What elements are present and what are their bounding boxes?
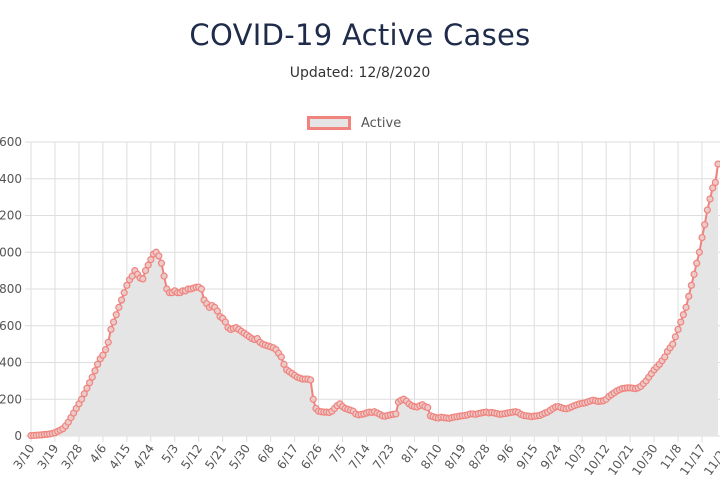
legend-swatch	[307, 116, 351, 130]
data-point[interactable]	[687, 281, 695, 289]
data-point[interactable]	[221, 318, 229, 326]
x-tick-label: 5/30	[226, 442, 253, 472]
data-point[interactable]	[711, 178, 719, 187]
x-tick-label: 7/23	[370, 442, 397, 472]
data-point[interactable]	[123, 281, 131, 289]
data-point[interactable]	[309, 395, 317, 403]
x-tick-label: 5/21	[202, 442, 229, 472]
data-point[interactable]	[306, 376, 315, 384]
legend-label: Active	[361, 115, 402, 131]
x-tick-label: 9/6	[494, 442, 517, 466]
active-area-fill	[31, 164, 718, 437]
y-tick-label: 200	[0, 392, 22, 406]
data-point[interactable]	[424, 403, 432, 412]
y-tick-label: 0	[14, 429, 22, 443]
x-tick-label: 4/24	[130, 442, 157, 472]
data-point[interactable]	[679, 311, 687, 319]
x-tick-label: 6/26	[298, 442, 325, 472]
data-point[interactable]	[698, 233, 706, 242]
data-point[interactable]	[139, 275, 147, 283]
y-tick-label: 400	[0, 172, 22, 186]
data-point[interactable]	[685, 292, 693, 300]
legend[interactable]: Active	[307, 114, 401, 132]
chart-title: COVID-19 Active Cases	[189, 18, 531, 52]
data-point[interactable]	[112, 311, 120, 319]
data-point[interactable]	[104, 338, 112, 346]
y-tick-label: 800	[0, 282, 22, 296]
y-axis-labels: 0 200 400 600 800 000 200 400 600	[0, 135, 22, 443]
chart-subtitle: Updated: 12/8/2020	[289, 65, 431, 81]
data-point[interactable]	[80, 390, 88, 398]
x-tick-label: 6/17	[274, 442, 301, 472]
x-tick-label: 4/15	[106, 442, 133, 472]
data-point[interactable]	[101, 346, 110, 354]
data-point[interactable]	[93, 360, 102, 368]
x-tick-label: 7/5	[326, 442, 349, 466]
data-point[interactable]	[280, 360, 288, 368]
data-point[interactable]	[677, 318, 685, 326]
y-tick-label: 400	[0, 356, 22, 370]
x-tick-label: 8/1	[398, 442, 421, 466]
data-point[interactable]	[661, 353, 669, 361]
data-point[interactable]	[157, 259, 166, 267]
x-tick-label: 3/28	[58, 442, 85, 472]
data-point[interactable]	[392, 410, 400, 418]
x-tick-label: 9/15	[514, 442, 541, 472]
data-point[interactable]	[277, 353, 285, 361]
data-point[interactable]	[671, 333, 679, 341]
data-point[interactable]	[682, 303, 690, 311]
data-point[interactable]	[77, 395, 86, 403]
x-tick-label: 8/28	[466, 442, 493, 472]
data-point[interactable]	[714, 160, 720, 168]
data-point[interactable]	[690, 270, 698, 278]
data-point[interactable]	[669, 340, 677, 348]
x-axis-labels: 3/103/193/28 4/64/154/24 5/35/125/215/30 6/…	[11, 442, 720, 478]
data-point[interactable]	[160, 272, 168, 280]
data-point[interactable]	[197, 285, 206, 293]
x-tick-label: 8/19	[442, 442, 469, 472]
x-tick-label: 3/10	[11, 442, 38, 472]
x-tick-label: 3/19	[34, 442, 61, 472]
data-point[interactable]	[701, 221, 709, 229]
data-point[interactable]	[117, 296, 126, 304]
data-point[interactable]	[213, 307, 221, 315]
data-point[interactable]	[141, 267, 150, 275]
data-point[interactable]	[88, 373, 96, 381]
x-tick-label: 5/12	[178, 442, 205, 472]
data-point[interactable]	[706, 195, 714, 203]
data-point[interactable]	[109, 318, 118, 326]
data-point[interactable]	[695, 248, 703, 256]
y-tick-label: 600	[0, 319, 22, 333]
data-point[interactable]	[674, 325, 682, 334]
data-point[interactable]	[107, 325, 115, 334]
data-point[interactable]	[147, 256, 155, 264]
data-point[interactable]	[155, 252, 163, 260]
x-tick-label: 6/8	[255, 442, 278, 466]
x-tick-label: 7/14	[346, 442, 373, 472]
x-tick-label: 8/10	[418, 442, 445, 472]
x-tick-label: 5/3	[159, 442, 182, 466]
x-tick-label: 4/6	[87, 442, 110, 466]
y-tick-label: 200	[0, 209, 22, 223]
data-point[interactable]	[703, 206, 711, 214]
x-tick-label: 9/24	[538, 442, 565, 472]
data-point[interactable]	[144, 261, 152, 269]
data-point[interactable]	[99, 351, 107, 359]
data-point[interactable]	[115, 303, 123, 311]
x-tick-label: 10/30	[629, 442, 660, 478]
data-point[interactable]	[120, 289, 128, 297]
data-point[interactable]	[91, 367, 99, 375]
data-point[interactable]	[83, 384, 91, 392]
data-point[interactable]	[85, 379, 94, 387]
active-series-points	[27, 160, 720, 440]
y-tick-label: 000	[0, 245, 22, 259]
data-point[interactable]	[709, 184, 717, 192]
data-point[interactable]	[693, 259, 701, 267]
y-tick-label: 600	[0, 135, 22, 149]
